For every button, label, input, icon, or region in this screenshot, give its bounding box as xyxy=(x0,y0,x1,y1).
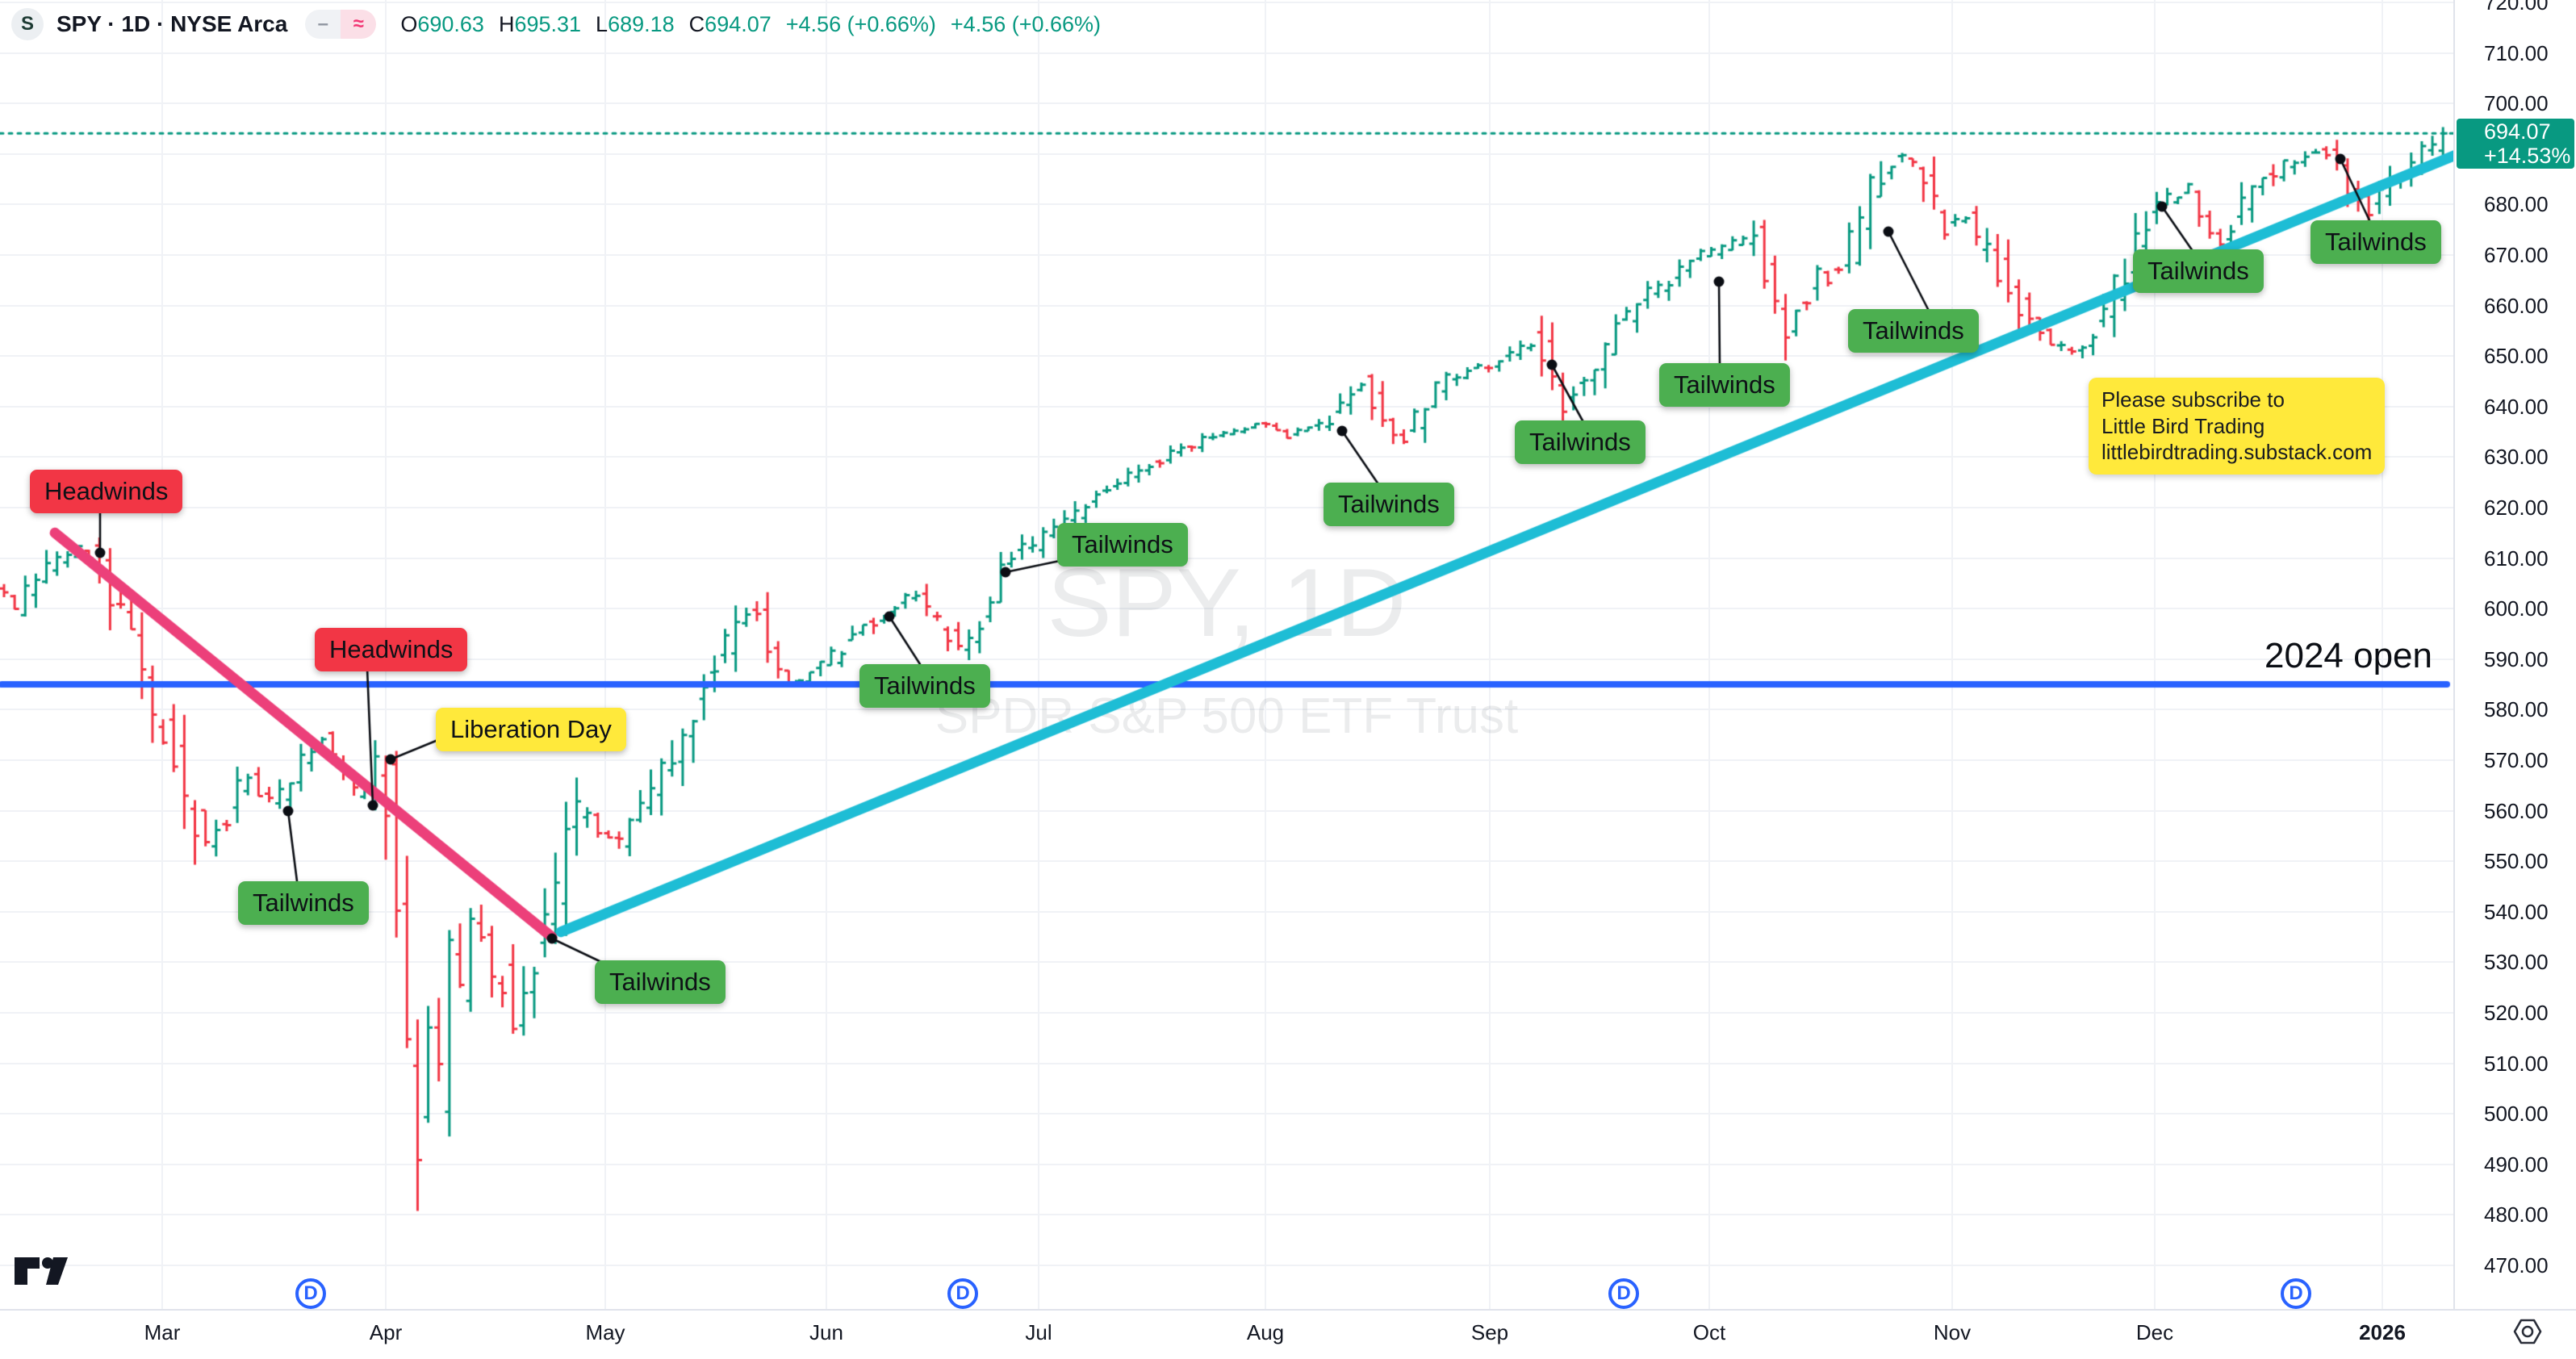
price-tick-label: 630.00 xyxy=(2484,445,2549,470)
tailwinds-label[interactable]: Tailwinds xyxy=(1057,523,1188,567)
low-value: 689.18 xyxy=(608,11,675,36)
subscribe-note[interactable]: Please subscribe to Little Bird Trading … xyxy=(2089,378,2386,475)
symbol-title[interactable]: SPY · 1D · NYSE Arca xyxy=(56,11,288,36)
price-tick-label: 610.00 xyxy=(2484,546,2549,571)
time-tick-label: Apr xyxy=(369,1320,403,1344)
price-tick-label: 680.00 xyxy=(2484,192,2549,217)
close-value: 694.07 xyxy=(705,11,772,36)
change-value: +4.56 (+0.66%) xyxy=(785,11,936,36)
price-tick-label: 580.00 xyxy=(2484,697,2549,722)
tailwinds-label[interactable]: Tailwinds xyxy=(238,881,369,925)
close-label: C xyxy=(688,11,705,36)
open-value: 690.63 xyxy=(417,11,484,36)
price-tick-label: 490.00 xyxy=(2484,1152,2549,1177)
tailwinds-label[interactable]: Tailwinds xyxy=(1515,420,1646,464)
price-tick-label: 540.00 xyxy=(2484,899,2549,924)
price-tick-label: 590.00 xyxy=(2484,646,2549,671)
time-tick-label: 2026 xyxy=(2359,1320,2406,1344)
dividend-marker[interactable]: D xyxy=(2281,1278,2311,1309)
price-tick-label: 650.00 xyxy=(2484,344,2549,369)
price-tick-label: 720.00 xyxy=(2484,0,2549,15)
dividend-marker[interactable]: D xyxy=(947,1278,978,1309)
subscribe-note-line: Please subscribe to xyxy=(2101,387,2285,412)
last-price-badge: 694.07 +14.53% xyxy=(2457,119,2574,169)
ohlc-readout: O690.63 H695.31 L689.18 C694.07 +4.56 (+… xyxy=(400,12,1101,37)
price-tick-label: 570.00 xyxy=(2484,748,2549,772)
dividend-marker[interactable]: D xyxy=(295,1278,326,1309)
price-tick-label: 640.00 xyxy=(2484,394,2549,419)
liberation-day-label[interactable]: Liberation Day xyxy=(436,708,626,751)
price-tick-label: 660.00 xyxy=(2484,293,2549,318)
tailwinds-label[interactable]: Tailwinds xyxy=(1659,363,1790,407)
subscribe-note-line: Little Bird Trading xyxy=(2101,413,2265,438)
tailwinds-label[interactable]: Tailwinds xyxy=(1848,309,1979,353)
minus-icon[interactable]: – xyxy=(305,10,341,39)
symbol-logo[interactable]: S xyxy=(11,8,44,40)
time-tick-label: Jul xyxy=(1025,1320,1052,1344)
time-tick-label: Jun xyxy=(809,1320,843,1344)
indicator-pills[interactable]: – ≈ xyxy=(305,10,377,39)
time-tick-label: Nov xyxy=(1933,1320,1972,1344)
price-tick-label: 530.00 xyxy=(2484,950,2549,975)
tailwinds-label[interactable]: Tailwinds xyxy=(2133,249,2264,293)
tradingview-logo[interactable] xyxy=(13,1256,69,1290)
high-value: 695.31 xyxy=(514,11,582,36)
headwinds-label[interactable]: Headwinds xyxy=(315,628,468,671)
chart-header: S SPY · 1D · NYSE Arca – ≈ O690.63 H695.… xyxy=(11,6,1101,42)
tailwinds-label[interactable]: Tailwinds xyxy=(595,960,726,1004)
price-tick-label: 520.00 xyxy=(2484,1001,2549,1025)
level-line-label[interactable]: 2024 open xyxy=(2264,636,2432,675)
dividend-marker[interactable]: D xyxy=(1608,1278,1639,1309)
price-tick-label: 560.00 xyxy=(2484,798,2549,823)
time-tick-label: Mar xyxy=(144,1320,181,1344)
axis-settings-gear-icon[interactable] xyxy=(2511,1315,2544,1352)
last-price-change: +14.53% xyxy=(2484,144,2571,168)
price-tick-label: 620.00 xyxy=(2484,496,2549,520)
tailwinds-label[interactable]: Tailwinds xyxy=(2310,220,2441,264)
low-label: L xyxy=(596,11,608,36)
headwinds-label[interactable]: Headwinds xyxy=(30,470,183,513)
time-tick-label: May xyxy=(585,1320,625,1344)
price-tick-label: 510.00 xyxy=(2484,1051,2549,1076)
time-axis[interactable]: Mar Apr May Jun Jul Aug Sep Oct Nov Dec 2026 xyxy=(0,1309,2576,1359)
tailwinds-label[interactable]: Tailwinds xyxy=(1324,483,1454,526)
price-tick-label: 500.00 xyxy=(2484,1102,2549,1127)
price-tick-label: 550.00 xyxy=(2484,849,2549,874)
time-tick-label: Oct xyxy=(1692,1320,1726,1344)
time-tick-label: Dec xyxy=(2135,1320,2174,1344)
time-tick-label: Sep xyxy=(1470,1320,1509,1344)
last-price-value: 694.07 xyxy=(2484,119,2551,144)
price-axis[interactable]: 694.07 +14.53% 470.00 480.00 490.00 500.00 5… xyxy=(2453,0,2576,1309)
high-label: H xyxy=(498,11,515,36)
price-tick-label: 470.00 xyxy=(2484,1253,2549,1277)
price-tick-label: 700.00 xyxy=(2484,91,2549,116)
time-tick-label: Aug xyxy=(1246,1320,1285,1344)
approx-icon[interactable]: ≈ xyxy=(341,10,377,39)
price-tick-label: 710.00 xyxy=(2484,40,2549,65)
price-tick-label: 480.00 xyxy=(2484,1202,2549,1227)
open-label: O xyxy=(400,11,418,36)
subscribe-note-line: littlebirdtrading.substack.com xyxy=(2101,440,2373,464)
change-value2: +4.56 (+0.66%) xyxy=(950,11,1102,36)
price-tick-label: 600.00 xyxy=(2484,596,2549,621)
tailwinds-label[interactable]: Tailwinds xyxy=(859,664,990,708)
price-tick-label: 670.00 xyxy=(2484,243,2549,267)
